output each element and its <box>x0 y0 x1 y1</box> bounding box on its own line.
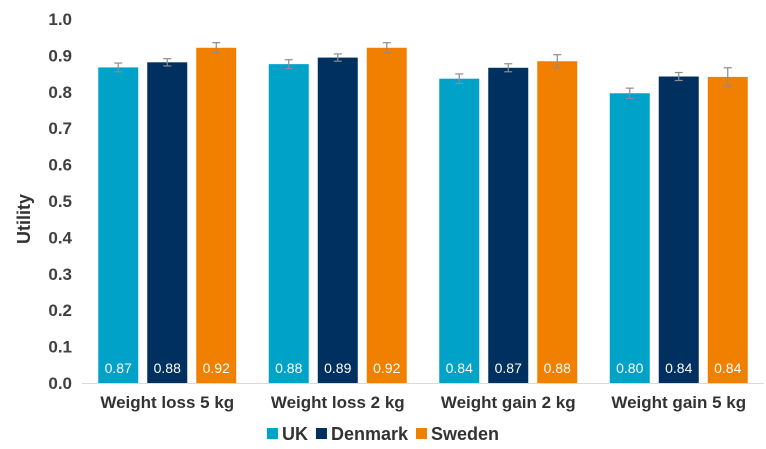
y-tick-label: 0.9 <box>48 46 72 65</box>
y-axis-title: Utility <box>14 194 34 244</box>
data-label: 0.87 <box>105 360 132 376</box>
data-label: 0.84 <box>714 360 741 376</box>
data-label: 0.92 <box>373 360 400 376</box>
error-bars <box>114 42 732 99</box>
data-label: 0.88 <box>544 360 571 376</box>
bar-sweden-3 <box>537 61 578 383</box>
data-labels: 0.87 0.88 0.92 0.88 0.89 0.92 0.84 0.87 0.88 0.80… <box>105 360 742 376</box>
bar-uk-4 <box>609 93 650 384</box>
legend-label-uk: UK <box>282 424 308 444</box>
bar-denmark-2 <box>317 57 358 384</box>
bar-sweden-1 <box>196 47 237 383</box>
bar-sweden-4 <box>707 76 748 383</box>
data-label: 0.84 <box>665 360 692 376</box>
bar-uk-1 <box>98 67 139 384</box>
data-label: 0.88 <box>154 360 181 376</box>
bars <box>98 47 748 384</box>
bar-uk-3 <box>439 78 480 384</box>
y-tick-label: 0.8 <box>48 83 72 102</box>
y-tick-label: 0.4 <box>48 228 72 247</box>
y-tick-label: 0.6 <box>48 156 72 175</box>
y-tick-label: 0.7 <box>48 119 72 138</box>
legend-label-sweden: Sweden <box>431 424 499 444</box>
y-tick-label: 0.5 <box>48 192 72 211</box>
x-category-label: Weight loss 2 kg <box>271 393 405 412</box>
legend: UK Denmark Sweden <box>266 424 499 444</box>
legend-swatch-sweden <box>416 428 428 439</box>
y-axis-tick-labels: 0.0 0.1 0.2 0.3 0.4 0.5 0.6 0.7 0.8 0.9 1.0 <box>48 10 72 393</box>
x-axis-category-labels: Weight loss 5 kg Weight loss 2 kg Weight g… <box>100 393 746 412</box>
data-label: 0.89 <box>324 360 351 376</box>
y-tick-label: 0.3 <box>48 265 72 284</box>
legend-swatch-denmark <box>315 428 327 439</box>
bar-denmark-1 <box>147 62 188 383</box>
y-tick-label: 0.2 <box>48 301 72 320</box>
x-category-label: Weight gain 5 kg <box>611 393 746 412</box>
legend-swatch-uk <box>266 428 278 439</box>
data-label: 0.88 <box>275 360 302 376</box>
y-tick-label: 0.0 <box>48 374 72 393</box>
bar-uk-2 <box>268 64 309 384</box>
data-label: 0.80 <box>616 360 643 376</box>
bar-denmark-3 <box>488 67 529 383</box>
y-tick-label: 0.1 <box>48 338 72 357</box>
data-label: 0.87 <box>495 360 522 376</box>
x-category-label: Weight gain 2 kg <box>441 393 576 412</box>
data-label: 0.92 <box>203 360 230 376</box>
bar-sweden-2 <box>366 47 407 383</box>
data-label: 0.84 <box>446 360 473 376</box>
x-category-label: Weight loss 5 kg <box>100 393 234 412</box>
y-tick-label: 1.0 <box>48 10 72 29</box>
bar-denmark-4 <box>658 76 699 384</box>
legend-label-denmark: Denmark <box>331 424 409 444</box>
